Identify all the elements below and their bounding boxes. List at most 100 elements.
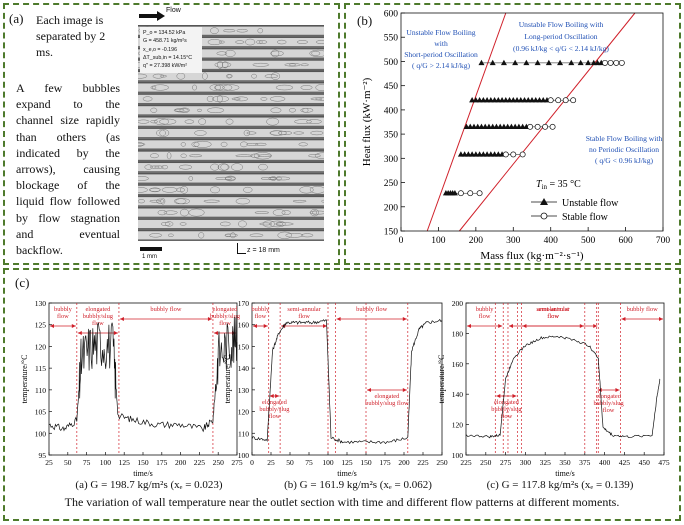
scale-label: 1 mm: [142, 254, 157, 260]
stable-point: [602, 59, 608, 66]
panel-b-label: (b): [357, 13, 373, 28]
caption-c: (c) G = 117.8 kg/m²s (xₑ = 0.139): [486, 479, 634, 491]
x-tick-label: 150: [137, 458, 149, 467]
bubble: [188, 176, 194, 181]
legend-circle-icon: [540, 212, 548, 220]
interval-text: Each image is separated by 2 ms.: [36, 13, 106, 60]
x-tick-label: 500: [581, 236, 596, 246]
channel-wall-top: [138, 70, 324, 73]
y-tick-label: 400: [384, 106, 399, 116]
bubble: [178, 164, 193, 170]
scale-bar: [140, 247, 162, 251]
x-tick-label: 150: [360, 458, 372, 467]
region-label: bubbly/slug: [259, 406, 290, 413]
temperature-time-charts: 25 50 75 100 125 150 175 200 225 250 2759510010511…: [20, 299, 670, 478]
y-tick-label: 600: [384, 10, 399, 20]
bubble: [189, 154, 203, 158]
arrow-left-icon: [269, 394, 274, 398]
bubble: [224, 233, 238, 237]
region-label: bubbly/slug: [83, 313, 114, 320]
channel-wall-bottom: [138, 80, 324, 82]
region-label: flow: [547, 313, 559, 320]
x-tick-label: 175: [379, 458, 391, 467]
region-label: elongated: [213, 306, 239, 313]
bubble: [257, 154, 272, 158]
x-tick-label: 100: [431, 236, 446, 246]
stable-point: [476, 190, 483, 197]
channel-wall-bottom: [138, 228, 324, 230]
channel-wall-bottom: [138, 148, 324, 151]
unstable-point: [523, 59, 530, 66]
x-tick-label: 375: [579, 458, 591, 467]
stable-point: [542, 123, 549, 130]
bubble: [235, 154, 253, 158]
region-label: annular/mist: [537, 306, 569, 313]
channel-wall-top: [138, 127, 324, 129]
bubble: [138, 141, 144, 147]
bubble: [225, 175, 236, 182]
bubble: [194, 130, 207, 136]
bubble: [138, 142, 146, 146]
bubble: [220, 141, 228, 147]
bubble: [272, 209, 286, 216]
y-tick-label: 300: [384, 155, 399, 165]
bubble: [138, 186, 148, 193]
arrow-right-icon: [323, 324, 327, 328]
bubble: [149, 233, 163, 238]
channel-wall-bottom: [138, 57, 324, 60]
bubble: [277, 231, 292, 239]
y-tick-label: 200: [384, 203, 399, 213]
bubble: [312, 210, 317, 215]
bubble: [298, 142, 308, 147]
region-long-line-1: Unstable Flow Boiling with: [519, 20, 604, 29]
arrow-right-icon: [659, 317, 663, 321]
bubble: [236, 28, 248, 33]
bubble: [138, 176, 149, 181]
region-long-line-2: Long-period Oscillation: [524, 32, 597, 41]
bubble: [138, 199, 145, 204]
bubble: [269, 96, 286, 102]
arrow-left-icon: [253, 324, 257, 328]
y-tick-label: 550: [384, 34, 399, 44]
bubble: [309, 186, 324, 194]
y-tick-label: 95: [39, 451, 47, 460]
x-tick-label: 225: [417, 458, 429, 467]
bubble: [223, 29, 236, 33]
bubble: [192, 84, 198, 91]
bubble: [260, 97, 268, 101]
unstable-point: [557, 59, 564, 66]
bubble: [161, 164, 169, 170]
region-label: flow: [219, 320, 231, 327]
legend-stable: Stable flow: [562, 212, 609, 223]
y-tick-label: 180: [452, 329, 464, 338]
bubble: [271, 49, 280, 58]
x-tick-label: 50: [64, 458, 72, 467]
channel-wall-bottom: [138, 182, 324, 185]
bubble: [308, 154, 321, 158]
arrow-left-icon: [77, 331, 82, 335]
bubble: [193, 140, 212, 148]
bubble: [243, 129, 251, 137]
bubble: [250, 153, 261, 158]
bubble: [180, 142, 186, 147]
stable-point: [457, 190, 464, 197]
stable-point: [549, 123, 556, 130]
y-tick-label: 130: [35, 299, 47, 308]
channel-wall-bottom: [138, 102, 324, 105]
bubble: [179, 107, 190, 113]
panel-a-label: (a): [9, 11, 24, 26]
bubble: [149, 165, 160, 169]
x-tick-label: 50: [286, 458, 294, 467]
channel-wall-top: [138, 104, 324, 107]
bubble: [150, 107, 158, 113]
bubble: [161, 187, 178, 193]
channel-wall-bottom: [138, 171, 324, 173]
region-label: flow: [479, 313, 491, 320]
bubble: [142, 96, 153, 102]
bubble: [158, 118, 177, 125]
region-label: bubbly: [251, 306, 270, 313]
y-tick-label: 120: [35, 342, 47, 351]
channel-wall-bottom: [138, 137, 324, 139]
bubble: [154, 165, 164, 169]
arrow-left-icon: [467, 324, 471, 328]
